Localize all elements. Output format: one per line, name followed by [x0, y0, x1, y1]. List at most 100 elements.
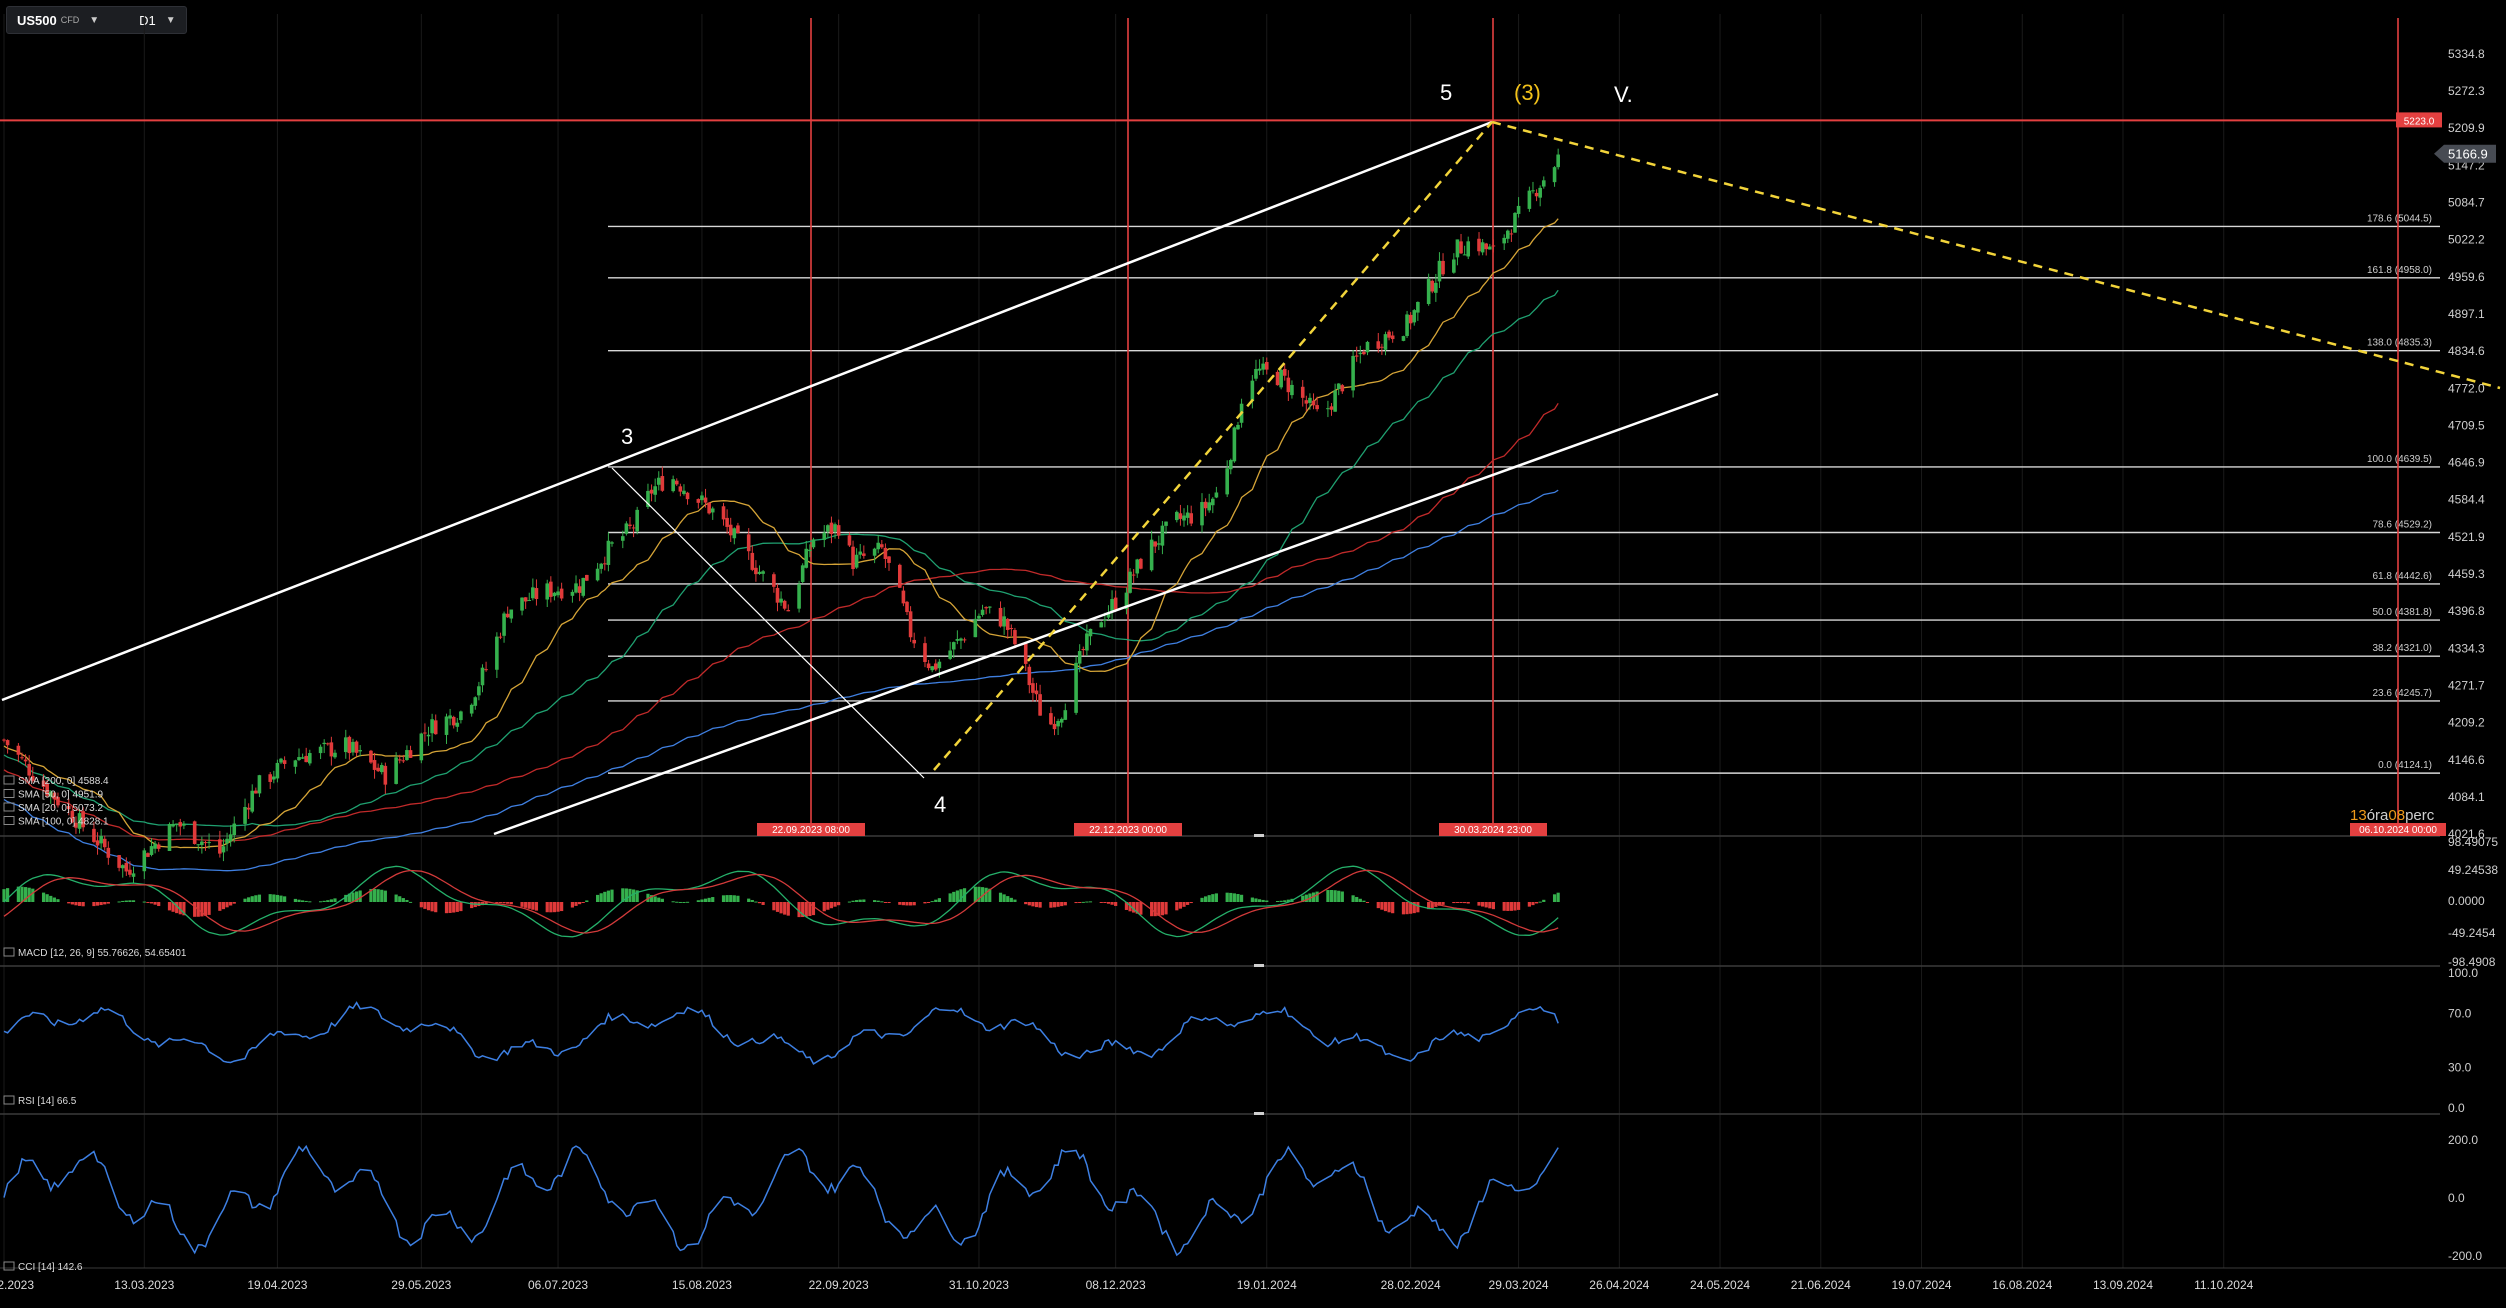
macd-histogram-bar [1301, 895, 1305, 902]
macd-histogram-bar [926, 902, 931, 903]
candle-body [656, 477, 661, 485]
moving-averages [3, 218, 1559, 872]
y-tick-label: 4897.1 [2448, 307, 2485, 321]
symbol-toolbar[interactable]: US500 CFD ▼ D1 ▼ [6, 6, 187, 34]
macd-histogram-bar [70, 902, 74, 905]
macd-histogram-bar [229, 902, 233, 906]
cci-tick-label: 0.0 [2448, 1191, 2465, 1205]
macd-histogram-bar [1153, 902, 1157, 917]
candle-body [854, 554, 859, 568]
macd-histogram-bar [1186, 902, 1190, 905]
macd-histogram-bar [988, 888, 992, 902]
candle-body [469, 704, 474, 714]
candle-body [254, 790, 258, 794]
indicator-toggle-icon [3, 816, 15, 825]
macd-histogram-bar [653, 896, 657, 902]
candle-body [448, 715, 452, 719]
candle-body [354, 741, 359, 753]
candle-body [1139, 558, 1143, 569]
candle-body [1505, 230, 1510, 239]
candle-body [444, 716, 449, 735]
candle-body [505, 613, 510, 618]
candle-body [1203, 501, 1208, 509]
x-tick-label: 06.07.2023 [528, 1278, 588, 1292]
macd-histogram-bar [876, 900, 880, 902]
candle-body [1164, 521, 1168, 526]
x-tick-label: 21.06.2024 [1791, 1278, 1851, 1292]
macd-histogram-bar [703, 898, 708, 902]
macd-histogram-bar [358, 890, 362, 902]
macd-histogram-bar [2, 889, 6, 902]
macd-histogram-bar [1279, 900, 1283, 902]
y-axis: 5223.05334.85272.35209.95147.25084.75022… [2396, 47, 2498, 1263]
candle-body [397, 759, 402, 761]
candle-body [959, 638, 963, 641]
chevron-down-icon[interactable]: ▼ [165, 14, 176, 26]
candle-body [131, 873, 136, 877]
macd-histogram-bar [372, 888, 377, 902]
sma-200-line [3, 489, 1559, 872]
macd-histogram-bar [1132, 902, 1136, 913]
candle-body [595, 568, 600, 581]
x-tick-label: 24.05.2024 [1690, 1278, 1750, 1292]
macd-histogram-bar [783, 902, 787, 915]
macd-histogram-bar [275, 894, 280, 902]
macd-histogram-bar [1114, 902, 1118, 906]
candle-body [146, 853, 150, 857]
candle-body [23, 759, 28, 762]
symbol-name[interactable]: US500 [17, 12, 57, 28]
candle-body [1527, 190, 1532, 209]
macd-histogram-bar [1513, 902, 1517, 911]
macd-histogram-bar [977, 886, 981, 902]
macd-histogram-bar [1430, 902, 1434, 908]
candle-body [293, 760, 298, 767]
macd-histogram-bar [545, 902, 549, 913]
cci-line [3, 1144, 1559, 1257]
rsi-tick-label: 100.0 [2448, 966, 2478, 980]
sma-100-line [3, 402, 1559, 842]
macd-histogram-bar [495, 902, 499, 904]
x-tick-label: 19.07.2024 [1891, 1278, 1951, 1292]
macd-histogram-bar [31, 888, 35, 902]
macd-histogram-bar [973, 886, 977, 902]
rsi-tick-label: 0.0 [2448, 1101, 2465, 1115]
macd-histogram-bar [232, 902, 236, 904]
candle-body [1329, 406, 1334, 410]
candle-body [333, 752, 337, 758]
macd-histogram-bar [380, 889, 384, 902]
candle-body [257, 775, 262, 794]
candle-body [1426, 279, 1431, 305]
macd-histogram-bar [779, 902, 783, 914]
candle-body [1531, 190, 1535, 192]
candle-body [1110, 599, 1114, 611]
candle-body [624, 523, 629, 534]
candle-body [1210, 498, 1215, 506]
macd-histogram-bar [1484, 902, 1488, 908]
macd-histogram-bar [621, 888, 625, 902]
chevron-down-icon[interactable]: ▼ [89, 14, 100, 26]
candle-body [646, 490, 650, 507]
candle-body [498, 636, 503, 638]
macd-histogram-bar [225, 902, 229, 908]
macd-histogram-bar [1049, 902, 1053, 908]
y-tick-label: 4521.9 [2448, 530, 2485, 544]
timeframe-select[interactable]: D1 [139, 12, 156, 28]
macd-histogram-bar [1326, 890, 1330, 902]
macd-histogram-bar [408, 901, 413, 903]
candle-body [523, 597, 528, 602]
candle-body [757, 571, 762, 574]
macd-histogram-bar [99, 902, 103, 906]
macd-histogram-bar [92, 902, 96, 907]
macd-histogram-bar [308, 901, 312, 903]
candle-body [908, 611, 913, 638]
macd-histogram-bar [833, 902, 837, 907]
macd-histogram-bar [1124, 902, 1129, 910]
macd-histogram-bar [419, 902, 423, 908]
trend-lines [1, 120, 2501, 836]
macd-histogram-bar [351, 892, 355, 902]
macd-histogram-bar [1200, 897, 1204, 902]
countdown-timer: 13óra08perc [2350, 807, 2435, 824]
macd-histogram-bar [41, 892, 46, 902]
candle-body [602, 563, 607, 565]
